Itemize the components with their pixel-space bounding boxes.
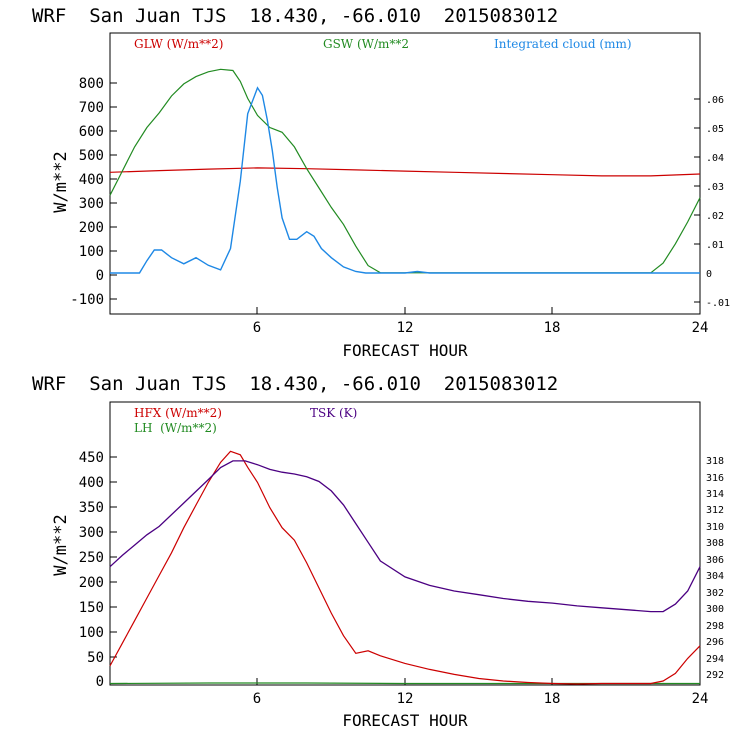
bottom-ytick-label: 50 bbox=[87, 650, 104, 666]
bottom-y2tick-label: 298 bbox=[706, 621, 724, 632]
top-ytick-label: 100 bbox=[79, 244, 104, 260]
bottom-ytick-label: 100 bbox=[79, 625, 104, 641]
bottom-y2tick-label: 302 bbox=[706, 588, 724, 599]
bottom-ytick-label: 150 bbox=[79, 600, 104, 616]
top-y-axis-title: W/m**2 bbox=[51, 151, 71, 212]
bottom-series bbox=[109, 450, 701, 685]
top-x-axis-title: FORECAST HOUR bbox=[342, 341, 468, 360]
bottom-legend-hfx: HFX (W/m**2) bbox=[134, 406, 222, 420]
bottom-legend-lh: LH (W/m**2) bbox=[134, 421, 217, 435]
bottom-ytick-label: 0 bbox=[96, 674, 104, 690]
top-xtick-label: 6 bbox=[253, 320, 261, 336]
top-legend: GLW (W/m**2) GSW (W/m**2 Integrated clou… bbox=[134, 37, 632, 51]
top-ytick-label: 700 bbox=[79, 100, 104, 116]
bottom-x-ticks: 6 12 18 24 bbox=[253, 678, 709, 707]
bottom-y-axis-title: W/m**2 bbox=[51, 514, 71, 575]
top-y2tick-label: .01 bbox=[706, 240, 724, 251]
bottom-xtick-label: 24 bbox=[692, 691, 709, 707]
top-y2tick-label: .06 bbox=[706, 95, 724, 106]
top-xtick-marks bbox=[256, 307, 553, 314]
bottom-xtick-label: 12 bbox=[397, 691, 414, 707]
top-chart-title: WRF San Juan TJS 18.430, -66.010 2015083… bbox=[32, 5, 558, 27]
bottom-ytick-label: 250 bbox=[79, 550, 104, 566]
bottom-chart-title: WRF San Juan TJS 18.430, -66.010 2015083… bbox=[32, 373, 558, 395]
top-y2tick-label: .04 bbox=[706, 153, 724, 164]
bottom-y2tick-label: 306 bbox=[706, 555, 724, 566]
top-y2tick-label: .03 bbox=[706, 182, 724, 193]
top-ytick-label: 500 bbox=[79, 148, 104, 164]
top-xtick-label: 18 bbox=[544, 320, 561, 336]
bottom-ytick-marks bbox=[110, 456, 117, 658]
bottom-ytick-label: 200 bbox=[79, 575, 104, 591]
bottom-ytick-label: 450 bbox=[79, 450, 104, 466]
bottom-legend: HFX (W/m**2) LH (W/m**2) TSK (K) bbox=[134, 406, 357, 435]
bottom-xtick-label: 18 bbox=[544, 691, 561, 707]
bottom-plot-frame bbox=[109, 401, 701, 686]
top-ytick-label: 400 bbox=[79, 172, 104, 188]
top-y2tick-label: -.01 bbox=[706, 298, 730, 309]
top-legend-glw: GLW (W/m**2) bbox=[134, 37, 223, 51]
series-line-hfx bbox=[109, 450, 701, 685]
top-y2-ticks: .06 .05 .04 .03 .02 .01 0 -.01 bbox=[694, 95, 730, 309]
top-ytick-marks bbox=[110, 82, 117, 300]
series-line-glw bbox=[109, 167, 701, 177]
bottom-x-axis-title: FORECAST HOUR bbox=[342, 711, 468, 730]
bottom-y2-ticks: 318 316 314 312 310 308 306 304 302 300 … bbox=[706, 456, 724, 681]
top-ytick-label: 200 bbox=[79, 220, 104, 236]
bottom-y2tick-label: 294 bbox=[706, 654, 724, 665]
bottom-y2tick-label: 314 bbox=[706, 489, 724, 500]
series-line-tsk bbox=[109, 460, 701, 613]
bottom-y2tick-label: 300 bbox=[706, 604, 724, 615]
bottom-y2tick-label: 304 bbox=[706, 571, 724, 582]
bottom-y2tick-label: 308 bbox=[706, 538, 724, 549]
top-y2tick-label: 0 bbox=[706, 269, 712, 280]
top-ytick-label: 300 bbox=[79, 196, 104, 212]
bottom-ytick-label: 400 bbox=[79, 475, 104, 491]
top-ytick-label: 800 bbox=[79, 76, 104, 92]
chart-top: WRF San Juan TJS 18.430, -66.010 2015083… bbox=[32, 5, 730, 360]
bottom-y2tick-label: 310 bbox=[706, 522, 724, 533]
bottom-y2tick-label: 312 bbox=[706, 505, 724, 516]
bottom-y-ticks: 450 400 350 300 250 200 150 100 50 0 bbox=[79, 450, 117, 690]
top-xtick-label: 12 bbox=[397, 320, 414, 336]
bottom-ytick-label: 350 bbox=[79, 500, 104, 516]
top-x-ticks: 6 12 18 24 bbox=[253, 307, 709, 336]
bottom-ytick-label: 300 bbox=[79, 525, 104, 541]
top-series bbox=[109, 68, 701, 274]
top-y2tick-label: .02 bbox=[706, 211, 724, 222]
top-xtick-label: 24 bbox=[692, 320, 709, 336]
bottom-y2tick-label: 292 bbox=[706, 670, 724, 681]
series-line-integrated-cloud bbox=[110, 86, 700, 274]
top-ytick-label: 600 bbox=[79, 124, 104, 140]
top-legend-cloud: Integrated cloud (mm) bbox=[494, 37, 632, 51]
bottom-legend-tsk: TSK (K) bbox=[310, 406, 357, 420]
top-y2tick-label: .05 bbox=[706, 124, 724, 135]
top-ytick-label: -100 bbox=[70, 292, 104, 308]
top-ytick-label: 0 bbox=[96, 268, 104, 284]
bottom-y2tick-label: 316 bbox=[706, 473, 724, 484]
bottom-y2tick-label: 318 bbox=[706, 456, 724, 467]
bottom-y2tick-label: 296 bbox=[706, 637, 724, 648]
top-legend-gsw: GSW (W/m**2 bbox=[323, 37, 409, 51]
top-y-ticks: 800 700 600 500 400 300 200 100 0 -100 bbox=[70, 76, 117, 308]
bottom-xtick-label: 6 bbox=[253, 691, 261, 707]
chart-bottom: WRF San Juan TJS 18.430, -66.010 2015083… bbox=[32, 373, 724, 730]
